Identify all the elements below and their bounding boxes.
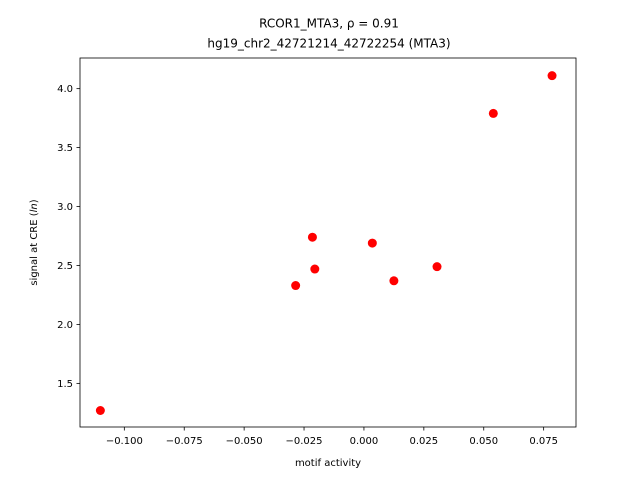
x-tick-label: −0.050 [226, 436, 263, 447]
y-tick-label: 2.5 [57, 261, 73, 272]
plot-area [79, 57, 577, 428]
x-tick-label: 0.025 [410, 436, 439, 447]
x-axis-label: motif activity [295, 458, 361, 469]
y-tick-label: 3.5 [57, 143, 73, 154]
data-point-8 [488, 108, 498, 118]
points-layer [95, 71, 557, 415]
chart-title-line-1: RCOR1_MTA3, ρ = 0.91 [259, 17, 399, 31]
y-axis-label-prefix: signal at CRE ( [29, 212, 40, 285]
data-point-2 [291, 281, 301, 291]
data-point-4 [310, 264, 320, 274]
x-tick-label: −0.075 [166, 436, 203, 447]
data-point-5 [367, 238, 377, 248]
x-tick-label: 0.000 [350, 436, 379, 447]
y-axis-label-italic: ln [29, 203, 40, 212]
data-point-3 [307, 232, 317, 242]
y-axis-label: signal at CRE (ln) [29, 199, 40, 285]
x-tick-label: −0.025 [286, 436, 323, 447]
y-axis-label-suffix: ) [29, 199, 40, 203]
y-tick-label: 2.0 [57, 320, 73, 331]
data-point-1 [95, 406, 105, 415]
y-tick-label: 3.0 [57, 202, 73, 213]
y-axis: 1.5 2.0 2.5 3.0 3.5 4.0 [57, 84, 80, 390]
chart-title-line-2: hg19_chr2_42721214_42722254 (MTA3) [207, 37, 450, 51]
data-point-6 [389, 276, 399, 286]
x-tick-label: −0.100 [106, 436, 143, 447]
x-tick-label: 0.075 [529, 436, 558, 447]
x-tick-label: 0.050 [469, 436, 498, 447]
axes-frame [79, 57, 577, 428]
y-tick-label: 4.0 [57, 84, 73, 95]
y-tick-label: 1.5 [57, 379, 73, 390]
data-point-9 [547, 71, 557, 81]
x-axis: −0.100 −0.075 −0.050 −0.025 0.000 0.025 0.050 0… [106, 427, 558, 447]
data-point-7 [432, 262, 442, 272]
